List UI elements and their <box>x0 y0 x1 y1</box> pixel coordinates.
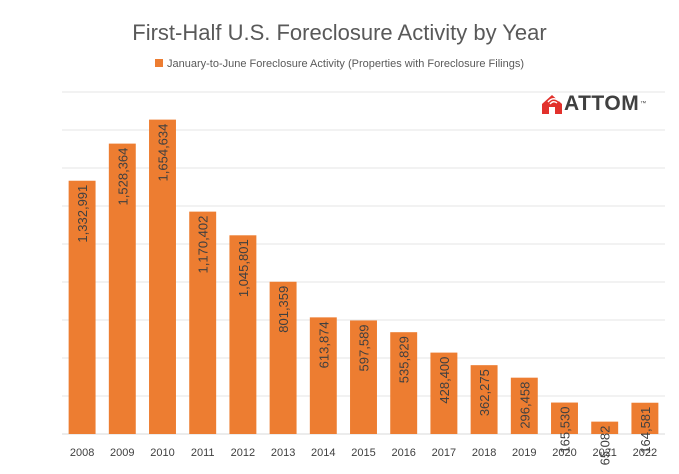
x-tick-label: 2009 <box>110 447 134 459</box>
attom-house-icon <box>542 95 562 114</box>
bar-value-label: 613,874 <box>316 321 331 368</box>
bar-2017 <box>430 352 458 434</box>
bar-value-label: 1,654,634 <box>156 124 171 182</box>
bar-value-label: 1,170,402 <box>196 216 211 274</box>
bar-value-label: 296,458 <box>517 382 532 429</box>
bar-2018 <box>470 365 498 434</box>
bar-2021 <box>591 421 619 434</box>
bar-2015 <box>350 320 377 434</box>
chart-title: First-Half U.S. Foreclosure Activity by … <box>132 20 547 45</box>
x-axis-labels: 2008 2009 2010 2011 2012 2013 2014 2015 2016 2017… <box>70 447 657 459</box>
x-tick-label: 2018 <box>472 447 496 459</box>
bar-2019 <box>510 377 538 434</box>
legend-swatch <box>154 59 163 67</box>
chart-legend: January-to-June Foreclosure Activity (Pr… <box>0 58 679 70</box>
bar-2008 <box>68 180 96 434</box>
x-tick-label: 2010 <box>150 447 174 459</box>
x-tick-label: 2012 <box>231 447 255 459</box>
x-tick-label: 2013 <box>271 447 295 459</box>
x-tick-label: 2017 <box>432 447 456 459</box>
bar-value-label: 65,082 <box>598 426 613 466</box>
legend-label: January-to-June Foreclosure Activity (Pr… <box>166 58 525 70</box>
bar-2022 <box>631 402 659 434</box>
bar-value-label: 535,829 <box>397 336 412 383</box>
bar-2014 <box>309 317 337 434</box>
bar-value-label: 362,275 <box>477 369 492 416</box>
x-tick-label: 2015 <box>351 447 375 459</box>
logo-wordmark: ATTOM <box>564 92 640 115</box>
x-tick-label: 2021 <box>592 447 616 459</box>
x-tick-label: 2022 <box>633 447 657 459</box>
bar-2013 <box>269 281 297 434</box>
bar-2020 <box>551 402 578 434</box>
bar-value-label: 801,359 <box>276 286 291 333</box>
bar-value-label: 597,589 <box>357 324 372 371</box>
bar-value-label: 1,045,801 <box>236 239 251 297</box>
bar-value-label: 164,581 <box>638 407 653 454</box>
x-tick-label: 2008 <box>70 447 94 459</box>
bar-value-label: 1,332,991 <box>75 185 90 243</box>
bar-value-label: 1,528,364 <box>115 148 130 206</box>
x-tick-label: 2020 <box>552 447 576 459</box>
attom-logo: ATTOM ™ <box>541 92 647 115</box>
bar-2011 <box>189 211 217 434</box>
x-tick-label: 2011 <box>191 447 215 459</box>
bars <box>68 119 659 434</box>
logo-trademark: ™ <box>640 101 647 107</box>
x-tick-label: 2016 <box>391 447 415 459</box>
x-tick-label: 2019 <box>512 447 536 459</box>
bar-2009 <box>108 143 136 434</box>
bar-2012 <box>229 235 257 434</box>
bar-2016 <box>390 332 418 434</box>
bar-value-label: 428,400 <box>437 357 452 404</box>
bar-2010 <box>149 119 176 434</box>
bar-value-label: 165,530 <box>558 407 573 454</box>
x-tick-label: 2014 <box>311 447 335 459</box>
value-labels: 1,332,991 1,528,364 1,654,634 1,170,402 1,04… <box>75 124 653 466</box>
